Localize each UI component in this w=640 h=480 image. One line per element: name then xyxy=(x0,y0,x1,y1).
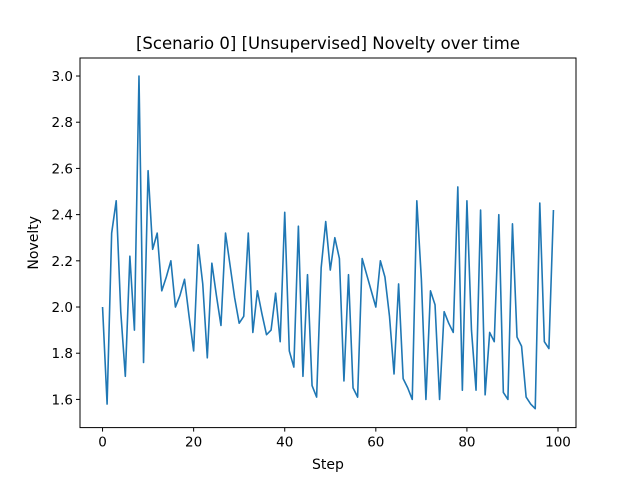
y-tick-label: 2.8 xyxy=(52,115,73,131)
y-axis-label: Novelty xyxy=(26,216,42,270)
y-tick-label: 2.4 xyxy=(52,208,73,224)
y-tick-label: 1.6 xyxy=(52,392,73,408)
x-tick-label: 20 xyxy=(185,435,202,451)
chart-title: [Scenario 0] [Unsupervised] Novelty over… xyxy=(136,34,520,53)
plot-frame xyxy=(79,57,577,429)
x-tick-label: 80 xyxy=(458,435,475,451)
plot-area xyxy=(101,75,555,410)
x-tick-label: 100 xyxy=(545,435,571,451)
x-tick-label: 0 xyxy=(98,435,107,451)
x-axis-label: Step xyxy=(312,457,344,473)
y-tick-label: 2.0 xyxy=(52,300,73,316)
y-tick-label: 2.2 xyxy=(52,254,73,270)
y-tick-label: 3.0 xyxy=(52,69,73,85)
x-tick-label: 60 xyxy=(367,435,384,451)
y-tick-label: 2.6 xyxy=(52,161,73,177)
x-tick-label: 40 xyxy=(276,435,293,451)
y-tick-label: 1.8 xyxy=(52,346,73,362)
series-line-0 xyxy=(101,75,555,410)
y-axis: 1.6 1.8 2.0 2.2 2.4 2.6 2.8 3.0 xyxy=(52,69,80,408)
x-axis: 0 20 40 60 80 100 xyxy=(98,427,571,451)
